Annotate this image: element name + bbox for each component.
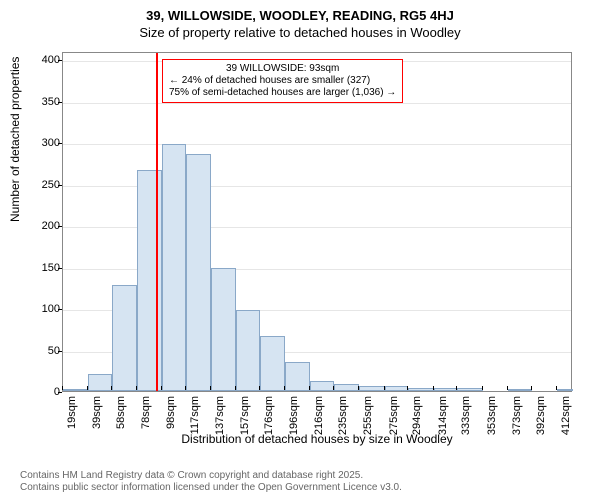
y-tick-label: 400 bbox=[10, 54, 60, 66]
x-tick-mark bbox=[456, 386, 457, 390]
histogram-bar bbox=[211, 268, 236, 391]
y-tick-mark bbox=[58, 392, 62, 393]
x-tick-mark bbox=[531, 386, 532, 390]
histogram-bar bbox=[260, 336, 285, 391]
footer-line-2: Contains public sector information licen… bbox=[20, 482, 402, 494]
y-tick-label: 50 bbox=[10, 345, 60, 357]
annotation-box: 39 WILLOWSIDE: 93sqm← 24% of detached ho… bbox=[162, 59, 403, 103]
y-tick-mark bbox=[58, 143, 62, 144]
annotation-line: ← 24% of detached houses are smaller (32… bbox=[169, 75, 396, 87]
histogram-bar bbox=[186, 154, 211, 391]
plot-region: 39 WILLOWSIDE: 93sqm← 24% of detached ho… bbox=[62, 52, 572, 392]
x-tick-mark bbox=[185, 386, 186, 390]
y-tick-mark bbox=[58, 268, 62, 269]
y-tick-label: 300 bbox=[10, 137, 60, 149]
histogram-bar bbox=[557, 389, 573, 391]
x-tick-mark bbox=[259, 386, 260, 390]
y-tick-label: 100 bbox=[10, 303, 60, 315]
y-tick-mark bbox=[58, 226, 62, 227]
x-tick-mark bbox=[87, 386, 88, 390]
histogram-bar bbox=[310, 381, 334, 391]
x-tick-mark bbox=[333, 386, 334, 390]
x-tick-mark bbox=[309, 386, 310, 390]
y-tick-mark bbox=[58, 309, 62, 310]
y-tick-mark bbox=[58, 185, 62, 186]
x-tick-mark bbox=[433, 386, 434, 390]
histogram-bar bbox=[236, 310, 260, 391]
gridline bbox=[63, 144, 571, 145]
histogram-bar bbox=[162, 144, 186, 391]
chart-title-subtitle: Size of property relative to detached ho… bbox=[0, 25, 600, 40]
histogram-bar bbox=[359, 386, 384, 391]
histogram-bar bbox=[508, 389, 532, 391]
x-tick-mark bbox=[482, 386, 483, 390]
histogram-bar bbox=[434, 388, 458, 391]
histogram-bar bbox=[385, 386, 409, 391]
x-tick-label: 412sqm bbox=[560, 396, 600, 435]
x-tick-mark bbox=[358, 386, 359, 390]
histogram-bar bbox=[457, 388, 482, 391]
attribution-footer: Contains HM Land Registry data © Crown c… bbox=[20, 470, 402, 494]
histogram-bar bbox=[112, 285, 137, 391]
y-tick-mark bbox=[58, 351, 62, 352]
annotation-line: 39 WILLOWSIDE: 93sqm bbox=[169, 63, 396, 75]
y-tick-label: 250 bbox=[10, 179, 60, 191]
x-tick-mark bbox=[161, 386, 162, 390]
y-tick-mark bbox=[58, 60, 62, 61]
x-tick-mark bbox=[507, 386, 508, 390]
x-tick-mark bbox=[384, 386, 385, 390]
chart-area: Number of detached properties 39 WILLOWS… bbox=[0, 46, 600, 442]
y-tick-label: 0 bbox=[10, 386, 60, 398]
x-tick-mark bbox=[556, 386, 557, 390]
histogram-bar bbox=[88, 374, 112, 391]
x-tick-mark bbox=[235, 386, 236, 390]
x-tick-mark bbox=[407, 386, 408, 390]
y-tick-label: 150 bbox=[10, 262, 60, 274]
x-tick-mark bbox=[62, 386, 63, 390]
y-tick-mark bbox=[58, 102, 62, 103]
chart-title-block: 39, WILLOWSIDE, WOODLEY, READING, RG5 4H… bbox=[0, 0, 600, 40]
x-tick-mark bbox=[210, 386, 211, 390]
histogram-bar bbox=[63, 389, 88, 391]
annotation-line: 75% of semi-detached houses are larger (… bbox=[169, 87, 396, 99]
histogram-bar bbox=[408, 388, 433, 391]
reference-line bbox=[156, 53, 158, 391]
y-tick-label: 200 bbox=[10, 220, 60, 232]
histogram-bar bbox=[137, 170, 162, 391]
footer-line-1: Contains HM Land Registry data © Crown c… bbox=[20, 470, 402, 482]
x-tick-mark bbox=[136, 386, 137, 390]
chart-title-address: 39, WILLOWSIDE, WOODLEY, READING, RG5 4H… bbox=[0, 8, 600, 23]
x-tick-mark bbox=[284, 386, 285, 390]
y-tick-label: 350 bbox=[10, 96, 60, 108]
histogram-bar bbox=[334, 384, 359, 391]
x-tick-mark bbox=[111, 386, 112, 390]
histogram-bar bbox=[285, 362, 310, 391]
